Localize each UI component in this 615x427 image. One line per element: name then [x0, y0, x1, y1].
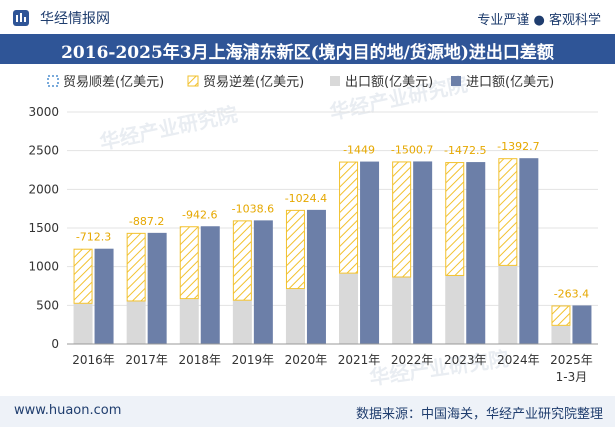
deficit-bar	[445, 162, 465, 276]
slogan: 专业严谨 ● 客观科学	[477, 13, 601, 28]
export-bar	[232, 300, 252, 344]
import-bar	[572, 305, 592, 344]
data-label: -1472.5	[444, 144, 486, 157]
x-tick-label-line2: 1-3月	[556, 370, 588, 384]
data-label: -1024.4	[285, 192, 327, 205]
y-tick-label: 500	[36, 298, 59, 312]
deficit-bar	[498, 158, 518, 266]
x-tick-label: 2016年	[72, 353, 115, 367]
data-label: -712.3	[76, 231, 111, 244]
import-bar	[519, 158, 539, 344]
x-tick-label: 2024年	[497, 353, 540, 367]
x-tick-label: 2022年	[391, 353, 434, 367]
export-bar	[392, 277, 412, 344]
export-bar	[498, 265, 518, 344]
legend-swatch-deficit	[187, 75, 199, 87]
deficit-bar	[339, 161, 359, 274]
deficit-bar	[179, 226, 199, 300]
y-tick-label: 1500	[28, 221, 59, 235]
import-bar	[147, 232, 167, 344]
import-bar	[94, 248, 114, 344]
y-tick-label: 2500	[28, 144, 59, 158]
footer: www.huaon.com 数据来源：中国海关，华经产业研究院整理	[0, 396, 615, 427]
footer-url[interactable]: www.huaon.com	[14, 403, 122, 418]
export-bar	[551, 325, 571, 344]
legend-label: 进口额(亿美元)	[466, 75, 554, 90]
import-bar	[413, 161, 433, 344]
logo-icon	[13, 10, 29, 26]
export-bar	[179, 299, 199, 344]
deficit-bar	[73, 248, 93, 304]
legend-label: 贸易逆差(亿美元)	[203, 74, 304, 90]
y-tick-label: 1000	[28, 260, 59, 274]
legend-label: 贸易顺差(亿美元)	[63, 75, 164, 90]
x-tick-label: 2018年	[178, 353, 221, 367]
deficit-bar	[232, 220, 252, 301]
data-label: -263.4	[554, 287, 589, 300]
watermark: 华经产业研究院	[98, 102, 240, 155]
export-bar	[445, 275, 465, 344]
data-label: -1500.7	[391, 143, 433, 156]
x-tick-label: 2019年	[232, 353, 275, 367]
deficit-bar	[285, 209, 305, 290]
data-label: -942.6	[182, 208, 217, 221]
legend-label: 出口额(亿美元)	[345, 75, 433, 90]
import-bar	[360, 161, 380, 344]
x-tick-label: 2017年	[125, 353, 168, 367]
data-label: -1392.7	[497, 140, 539, 153]
site-name[interactable]: 华经情报网	[40, 11, 110, 27]
export-bar	[126, 301, 146, 344]
data-label: -887.2	[129, 215, 164, 228]
export-bar	[73, 303, 93, 344]
data-source: 数据来源：中国海关，华经产业研究院整理	[355, 407, 603, 422]
y-tick-label: 2000	[28, 182, 59, 196]
legend-swatch-surplus	[47, 75, 59, 87]
y-tick-label: 3000	[28, 105, 59, 119]
deficit-bar	[551, 305, 571, 326]
data-label: -1449	[343, 144, 375, 157]
legend-swatch-import	[451, 76, 461, 86]
import-bar	[200, 226, 220, 344]
x-tick-label: 2021年	[338, 353, 381, 367]
y-tick-label: 0	[51, 337, 59, 351]
x-tick-label: 2023年	[444, 353, 487, 367]
x-tick-label: 2025年	[550, 353, 593, 367]
top-bar: 华经情报网 专业严谨 ● 客观科学	[0, 0, 615, 34]
deficit-bar	[126, 232, 146, 302]
legend-swatch-export	[330, 76, 340, 86]
export-bar	[285, 289, 305, 344]
import-bar	[306, 209, 326, 344]
watermark: 华经产业研究院	[368, 346, 510, 389]
title-bar: 2016-2025年3月上海浦东新区(境内目的地/货源地)进出口差额	[0, 34, 615, 64]
export-bar	[339, 273, 359, 344]
chart-title: 2016-2025年3月上海浦东新区(境内目的地/货源地)进出口差额	[61, 43, 554, 63]
x-tick-label: 2020年	[285, 353, 328, 367]
deficit-bar	[392, 161, 412, 278]
data-label: -1038.6	[232, 202, 274, 215]
import-bar	[253, 220, 273, 344]
import-bar	[466, 162, 486, 344]
